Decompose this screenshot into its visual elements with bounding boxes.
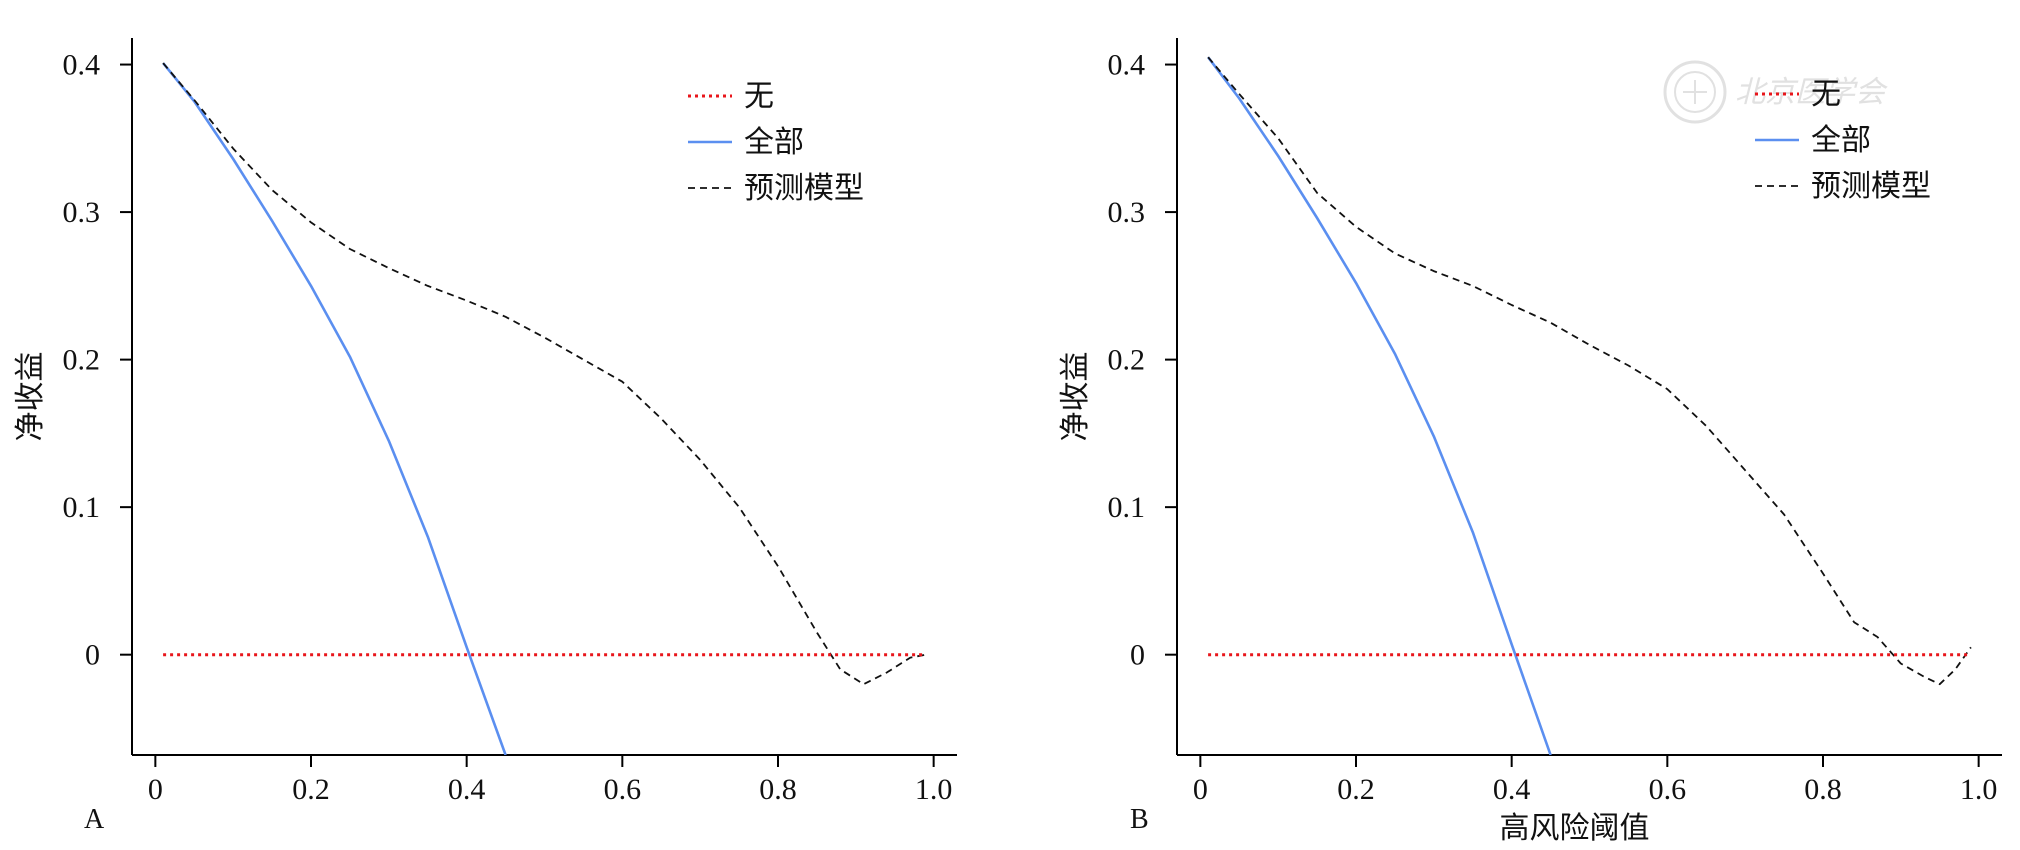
panel-label: A xyxy=(84,804,105,835)
x-axis-title: 高风险阈值 xyxy=(1500,811,1650,846)
seal-inner-ring xyxy=(1674,71,1716,113)
y-axis-title: 净收益 xyxy=(13,352,48,442)
x-tick-label: 0.2 xyxy=(292,773,330,806)
legend-label-model: 预测模型 xyxy=(1811,169,1931,204)
legend-label-model: 预测模型 xyxy=(744,171,864,206)
x-tick-label: 0.6 xyxy=(604,773,642,806)
series-line-model xyxy=(1207,56,1972,686)
x-tick-label: 0.8 xyxy=(1804,773,1842,806)
y-axis-title: 净收益 xyxy=(1058,352,1093,442)
y-tick-label: 0.2 xyxy=(1108,344,1146,377)
x-tick-label: 0.8 xyxy=(759,773,797,806)
seal-emblem-icon xyxy=(1683,80,1707,104)
y-tick-label: 0 xyxy=(1130,639,1145,672)
y-tick-label: 0 xyxy=(85,639,100,672)
series-line-model xyxy=(162,62,927,686)
y-tick-label: 0.2 xyxy=(63,344,101,377)
legend-label-all: 全部 xyxy=(744,125,804,160)
y-tick-label: 0.3 xyxy=(1108,196,1146,229)
legend-label-none: 无 xyxy=(744,79,774,114)
x-tick-label: 0.4 xyxy=(1493,773,1531,806)
watermark-seal: 北京医学会 xyxy=(1663,60,1888,124)
x-tick-label: 0.6 xyxy=(1649,773,1687,806)
x-tick-label: 1.0 xyxy=(915,773,953,806)
x-tick-label: 0.2 xyxy=(1337,773,1375,806)
y-tick-label: 0.1 xyxy=(1108,491,1146,524)
y-tick-label: 0.3 xyxy=(63,196,101,229)
series-line-all xyxy=(1207,56,1552,755)
x-tick-label: 0 xyxy=(148,773,163,806)
y-tick-label: 0.4 xyxy=(63,49,101,82)
legend-label-all: 全部 xyxy=(1811,123,1871,158)
watermark-text: 北京医学会 xyxy=(1735,75,1888,110)
x-tick-label: 0.4 xyxy=(448,773,486,806)
panel-label: B xyxy=(1130,804,1149,835)
seal-outer-ring xyxy=(1663,60,1727,124)
y-tick-label: 0.1 xyxy=(63,491,101,524)
series-line-all xyxy=(162,62,507,755)
x-tick-label: 1.0 xyxy=(1960,773,1998,806)
legend-label-none: 无 xyxy=(1811,77,1841,112)
y-tick-label: 0.4 xyxy=(1108,49,1146,82)
x-tick-label: 0 xyxy=(1193,773,1208,806)
